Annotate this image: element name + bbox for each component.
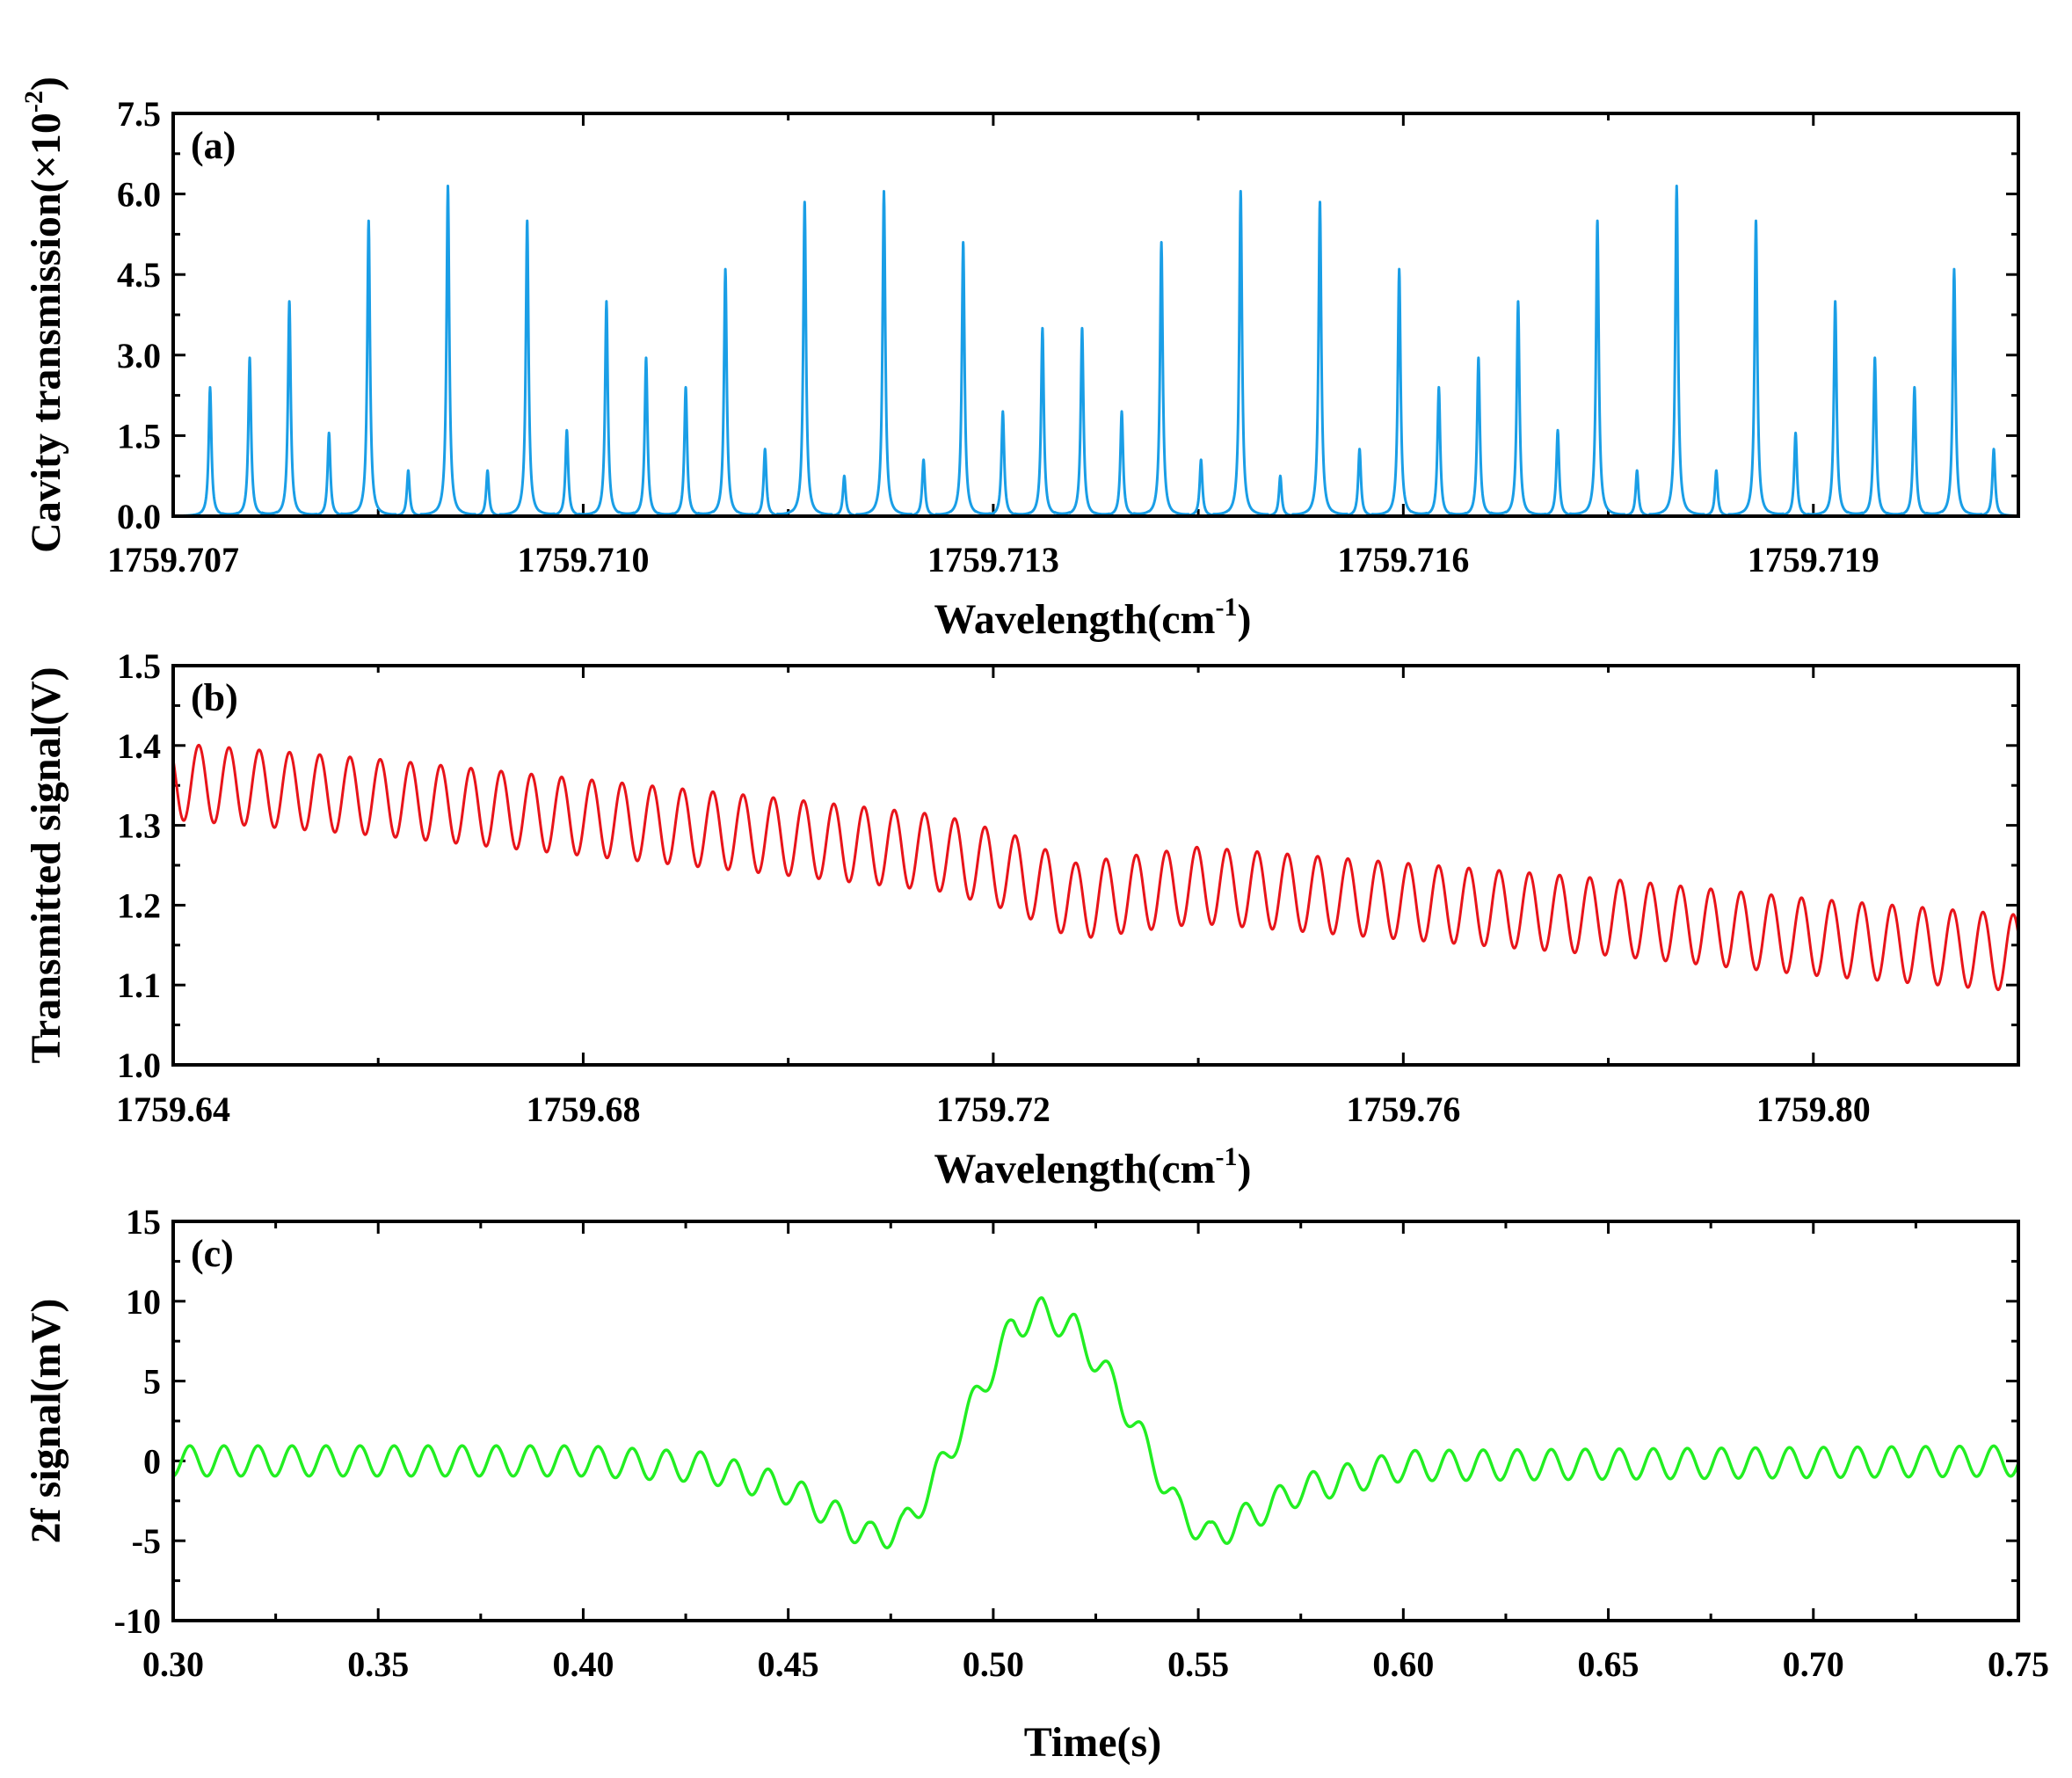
panel-c-xtick-label: 0.55 — [1167, 1644, 1229, 1684]
panel-b-xtick-label: 1759.64 — [116, 1089, 230, 1129]
panel-b-ylabel: Transmitted signal(V) — [23, 667, 69, 1063]
panel-b-transmitted-signal-chart: 1.0 1.1 1.2 1.3 1.4 1.5 1759.64 1759.68 1759.72 1… — [23, 646, 2020, 1192]
panel-a-xtick-label: 1759.719 — [1748, 540, 1879, 579]
panel-a-ytick-label: 3.0 — [117, 336, 161, 375]
panel-c-2f-signal-chart: -10 -5 0 5 10 15 0.30 0.35 0.40 0.45 0.50 0.55 0.60 0… — [23, 1202, 2049, 1766]
panel-c-ytick-label: 5 — [143, 1362, 161, 1402]
panel-a-frame — [171, 112, 2020, 518]
panel-a-xtick-label: 1759.716 — [1337, 540, 1469, 579]
panel-c-xtick-label: 0.35 — [347, 1644, 409, 1684]
panel-c-label: (c) — [191, 1232, 234, 1275]
panel-c-xtick-label: 0.30 — [142, 1644, 204, 1684]
panel-b-ytick-label: 1.3 — [117, 806, 161, 846]
panel-b-ytick-label: 1.1 — [117, 966, 161, 1005]
panel-a-ytick-label: 6.0 — [117, 175, 161, 215]
panel-c-xtick-label: 0.40 — [552, 1644, 614, 1684]
panel-b-ytick-label: 1.4 — [117, 726, 161, 766]
panel-b-frame — [171, 664, 2020, 1067]
panel-b-ticks: 1.0 1.1 1.2 1.3 1.4 1.5 1759.64 1759.68 1759.72 1… — [116, 646, 2020, 1129]
panel-c-ytick-label: 15 — [126, 1202, 161, 1242]
panel-a-ytick-label: 0.0 — [117, 497, 161, 536]
panel-c-series-line — [171, 1296, 2020, 1549]
panel-a-ytick-label: 1.5 — [117, 416, 161, 455]
panel-a-transmission-chart: 0.0 1.5 3.0 4.5 6.0 7.5 1759.707 1759.710 1759.7… — [19, 77, 2020, 643]
panel-a-ticks: 0.0 1.5 3.0 4.5 6.0 7.5 1759.707 1759.710 1759.7… — [107, 94, 2020, 579]
panel-b-series-line — [171, 743, 2020, 992]
panel-a-xlabel: Wavelength(cm-1) — [934, 593, 1252, 643]
panel-c-xtick-label: 0.60 — [1372, 1644, 1434, 1684]
panel-a-ylabel: Cavity transmission(×10-2) — [19, 77, 69, 553]
panel-c-ytick-label: -10 — [114, 1601, 161, 1641]
panel-c-xtick-label: 0.75 — [1988, 1644, 2049, 1684]
panel-c-xtick-label: 0.45 — [758, 1644, 819, 1684]
panel-a-label: (a) — [191, 124, 236, 167]
panel-c-xtick-label: 0.65 — [1578, 1644, 1639, 1684]
panel-c-ytick-label: -5 — [132, 1521, 161, 1561]
panel-b-xtick-label: 1759.72 — [936, 1089, 1051, 1129]
panel-c-frame — [171, 1220, 2020, 1622]
panel-c-ytick-label: 0 — [143, 1441, 161, 1481]
panel-a-xtick-label: 1759.710 — [517, 540, 649, 579]
panel-c-ytick-label: 10 — [126, 1282, 161, 1322]
panel-c-ylabel: 2f signal(mV) — [23, 1299, 69, 1544]
panel-a-xtick-label: 1759.713 — [927, 540, 1059, 579]
panel-c-xlabel: Time(s) — [1024, 1719, 1161, 1766]
panel-c-xtick-label: 0.70 — [1783, 1644, 1844, 1684]
panel-b-ytick-label: 1.5 — [117, 646, 161, 686]
panel-b-xtick-label: 1759.80 — [1756, 1089, 1871, 1129]
panel-c-ticks: -10 -5 0 5 10 15 0.30 0.35 0.40 0.45 0.50 0.55 0.60 0… — [114, 1202, 2049, 1684]
panel-b-label: (b) — [191, 676, 238, 719]
panel-c-xtick-label: 0.50 — [963, 1644, 1024, 1684]
panel-b-ytick-label: 1.0 — [117, 1046, 161, 1085]
panel-a-xtick-label: 1759.707 — [107, 540, 239, 579]
panel-b-xlabel: Wavelength(cm-1) — [934, 1142, 1252, 1192]
panel-b-ytick-label: 1.2 — [117, 885, 161, 925]
panel-b-xtick-label: 1759.76 — [1346, 1089, 1460, 1129]
panel-a-ytick-label: 4.5 — [117, 255, 161, 295]
panel-a-series-line — [171, 184, 2020, 518]
panel-a-ytick-label: 7.5 — [117, 94, 161, 134]
panel-b-xtick-label: 1759.68 — [526, 1089, 640, 1129]
